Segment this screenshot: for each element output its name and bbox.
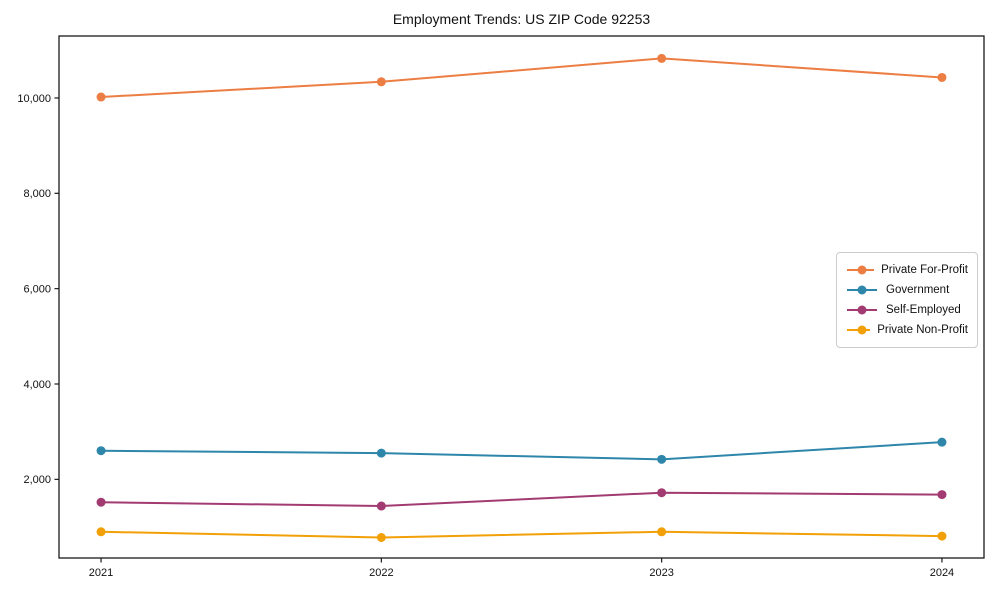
legend-line-sample <box>847 325 871 335</box>
x-tick-label: 2023 <box>649 567 673 579</box>
data-point-private-for-profit-2021 <box>96 92 106 102</box>
x-tick-label: 2024 <box>930 567 954 579</box>
legend-label: Private For-Profit <box>881 264 968 276</box>
y-tick-label: 4,000 <box>23 379 51 391</box>
data-point-self-employed-2024 <box>937 490 947 500</box>
x-tick-label: 2021 <box>89 567 113 579</box>
y-tick-label: 6,000 <box>23 283 51 295</box>
series-line-self-employed <box>100 491 943 508</box>
data-point-private-for-profit-2024 <box>937 72 947 82</box>
y-tick-label: 10,000 <box>17 93 51 105</box>
x-tick-label: 2022 <box>369 567 393 579</box>
data-point-private-for-profit-2023 <box>657 53 667 63</box>
legend-item-private-non-profit: Private Non-Profit <box>845 320 968 340</box>
legend-line-sample <box>847 285 877 295</box>
data-point-government-2021 <box>96 446 106 456</box>
legend-item-self-employed: Self-Employed <box>845 300 968 320</box>
data-point-government-2023 <box>657 454 667 464</box>
y-tick-label: 2,000 <box>23 474 51 486</box>
legend: Private For-Profit Government Self-Employe… <box>836 252 978 348</box>
legend-item-government: Government <box>845 280 968 300</box>
data-point-private-non-profit-2024 <box>937 531 947 541</box>
chart-title: Employment Trends: US ZIP Code 92253 <box>392 11 651 27</box>
data-point-self-employed-2021 <box>96 497 106 507</box>
data-point-government-2022 <box>376 448 386 458</box>
plot-frame <box>58 35 985 559</box>
series-line-private-non-profit <box>100 530 943 539</box>
data-point-self-employed-2022 <box>376 501 386 511</box>
data-point-private-for-profit-2022 <box>376 77 386 87</box>
legend-line-sample <box>847 305 877 315</box>
legend-label: Private Non-Profit <box>877 324 968 336</box>
data-point-private-non-profit-2022 <box>376 533 386 543</box>
series-line-private-for-profit <box>100 57 943 99</box>
data-point-self-employed-2023 <box>657 488 667 498</box>
legend-label: Self-Employed <box>886 304 961 316</box>
data-point-private-non-profit-2023 <box>657 527 667 537</box>
y-tick-label: 8,000 <box>23 188 51 200</box>
data-point-government-2024 <box>937 437 947 447</box>
series-line-government <box>100 441 943 461</box>
legend-line-sample <box>847 265 875 275</box>
data-point-private-non-profit-2021 <box>96 527 106 537</box>
legend-label: Government <box>886 284 950 296</box>
legend-item-private-for-profit: Private For-Profit <box>845 260 968 280</box>
